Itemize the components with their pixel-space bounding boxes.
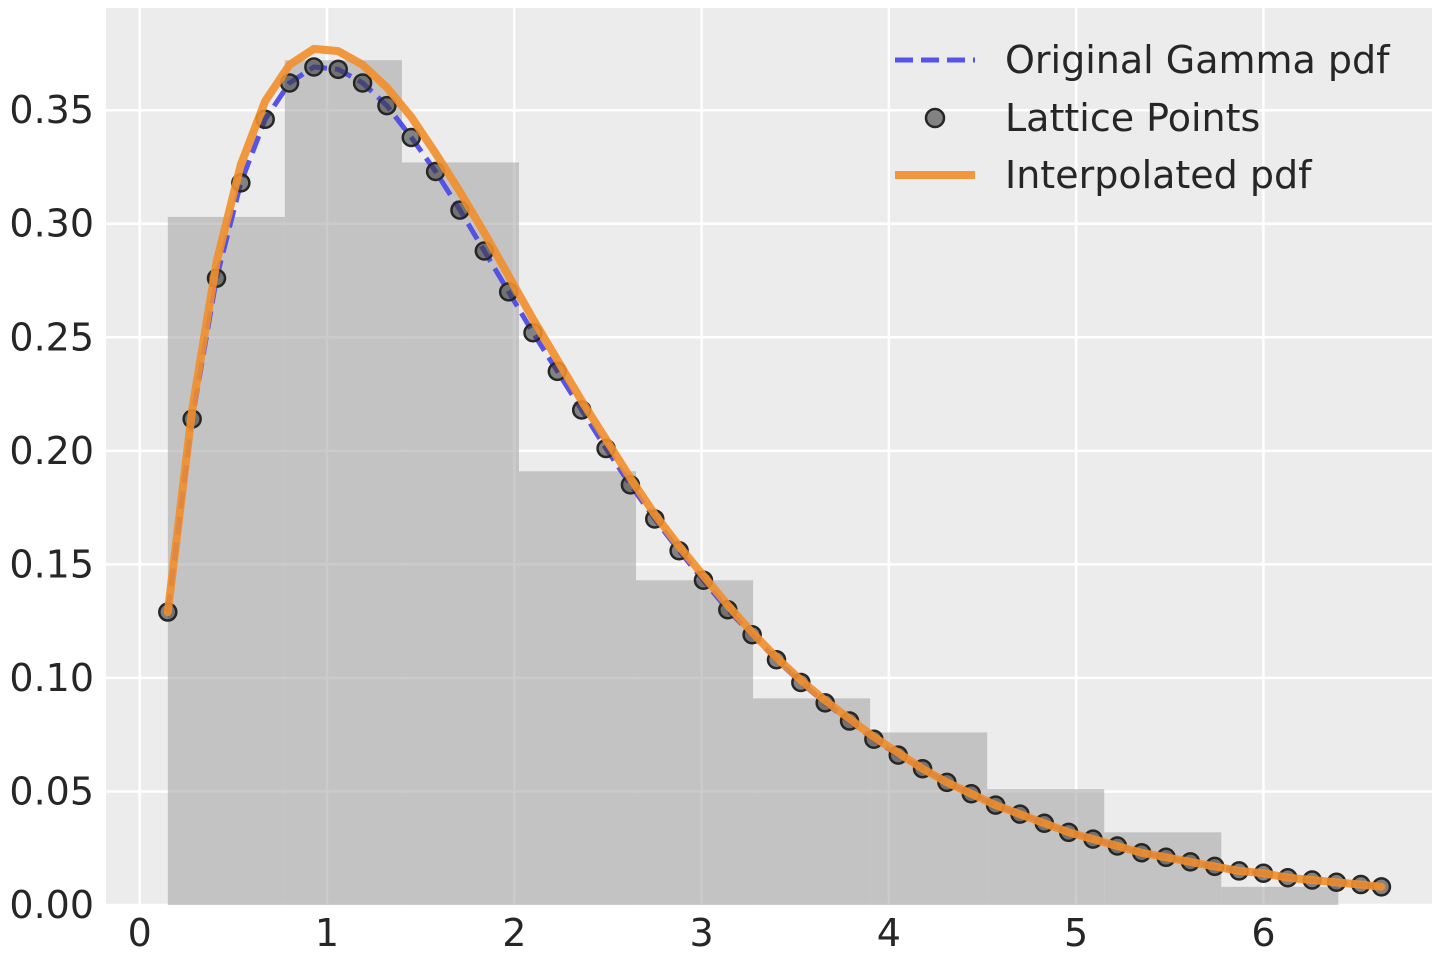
x-tick-label: 3	[689, 911, 713, 955]
legend-lattice-points-swatch	[924, 107, 946, 129]
y-tick-label: 0.35	[9, 88, 94, 132]
lattice-point	[401, 127, 422, 148]
y-tick-label: 0.25	[9, 315, 94, 359]
lattice-point	[352, 73, 373, 93]
series-layer	[158, 44, 1392, 897]
histogram-bar	[636, 580, 754, 905]
y-tick-label: 0.15	[9, 542, 94, 586]
legend-label: Original Gamma pdf	[1005, 38, 1391, 82]
y-tick-label: 0.10	[9, 656, 94, 700]
histogram-bar	[518, 471, 637, 905]
legend-label: Lattice Points	[1005, 96, 1260, 140]
y-tick-label: 0.00	[9, 883, 94, 927]
legend: Original Gamma pdf Lattice Points Interpol…	[895, 38, 1391, 197]
y-tick-label: 0.05	[9, 769, 94, 813]
x-tick-label: 5	[1064, 911, 1088, 955]
x-axis-ticks: 0 1 2 3 4 5 6	[128, 911, 1276, 955]
histogram-bar	[870, 732, 988, 905]
lattice-point	[328, 59, 348, 80]
histogram-bar	[284, 60, 402, 905]
histogram-bar	[401, 162, 519, 905]
lattice-point	[304, 57, 324, 77]
y-tick-label: 0.30	[9, 202, 94, 246]
lattice-point	[377, 95, 397, 116]
x-tick-label: 6	[1251, 911, 1275, 955]
histogram-bar	[753, 698, 871, 905]
x-tick-label: 1	[315, 911, 339, 955]
y-axis-ticks: 0.00 0.05 0.10 0.15 0.20 0.25 0.30 0.35	[9, 88, 94, 927]
legend-label: Interpolated pdf	[1005, 153, 1313, 197]
y-tick-label: 0.20	[9, 429, 94, 473]
histogram-bars	[167, 60, 1339, 906]
x-tick-label: 2	[502, 911, 526, 955]
histogram-bar	[167, 216, 285, 906]
histogram-bar	[1221, 886, 1339, 905]
x-tick-label: 4	[877, 911, 901, 955]
x-tick-label: 0	[128, 911, 152, 955]
interpolated-pdf-line	[163, 44, 1386, 891]
